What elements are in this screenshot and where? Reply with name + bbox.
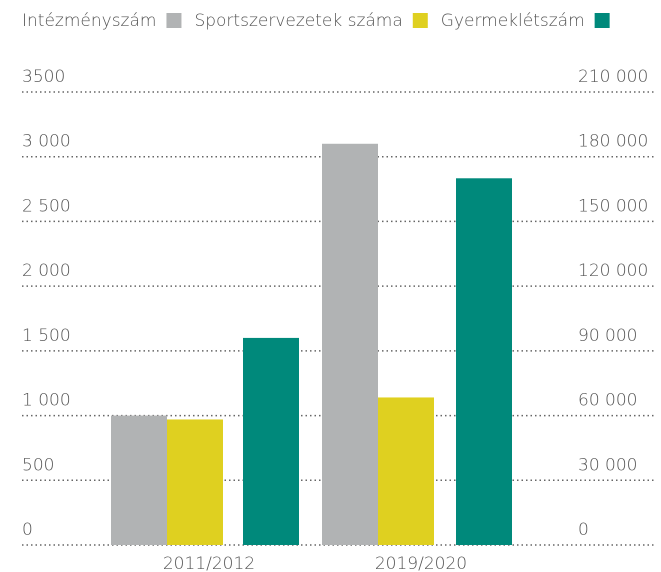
legend-swatch [166, 13, 182, 28]
legend-swatch [594, 13, 610, 28]
y2-tick-label: 150 000 [578, 196, 648, 216]
bar [111, 415, 167, 545]
y2-tick-label: 60 000 [578, 391, 637, 411]
y-tick-label: 1 500 [22, 326, 71, 346]
y-tick-label: 2 000 [22, 261, 71, 281]
bar [243, 337, 299, 545]
y2-tick-label: 120 000 [578, 261, 648, 281]
y2-tick-label: 210 000 [578, 67, 648, 87]
bar [322, 143, 378, 545]
legend-label: Sportszervezetek száma [194, 11, 402, 31]
y2-tick-label: 180 000 [578, 132, 648, 152]
bar [378, 397, 434, 545]
y-tick-label: 3 000 [22, 132, 71, 152]
y-tick-label: 500 [22, 455, 54, 475]
y-tick-label: 3500 [22, 67, 65, 87]
y2-tick-label: 0 [578, 520, 589, 540]
y-tick-label: 0 [22, 520, 33, 540]
bar [167, 419, 223, 545]
legend-label: Gyermeklétszám [441, 11, 585, 31]
y2-tick-label: 30 000 [578, 455, 637, 475]
y2-tick-label: 90 000 [578, 326, 637, 346]
y-tick-label: 1 000 [22, 391, 71, 411]
legend-label: Intézményszám [22, 11, 156, 31]
legend-swatch [412, 13, 428, 28]
x-tick-label: 2011/2012 [163, 554, 255, 572]
x-tick-label: 2019/2020 [375, 554, 467, 572]
y-tick-label: 2 500 [22, 196, 71, 216]
bar [456, 178, 512, 546]
